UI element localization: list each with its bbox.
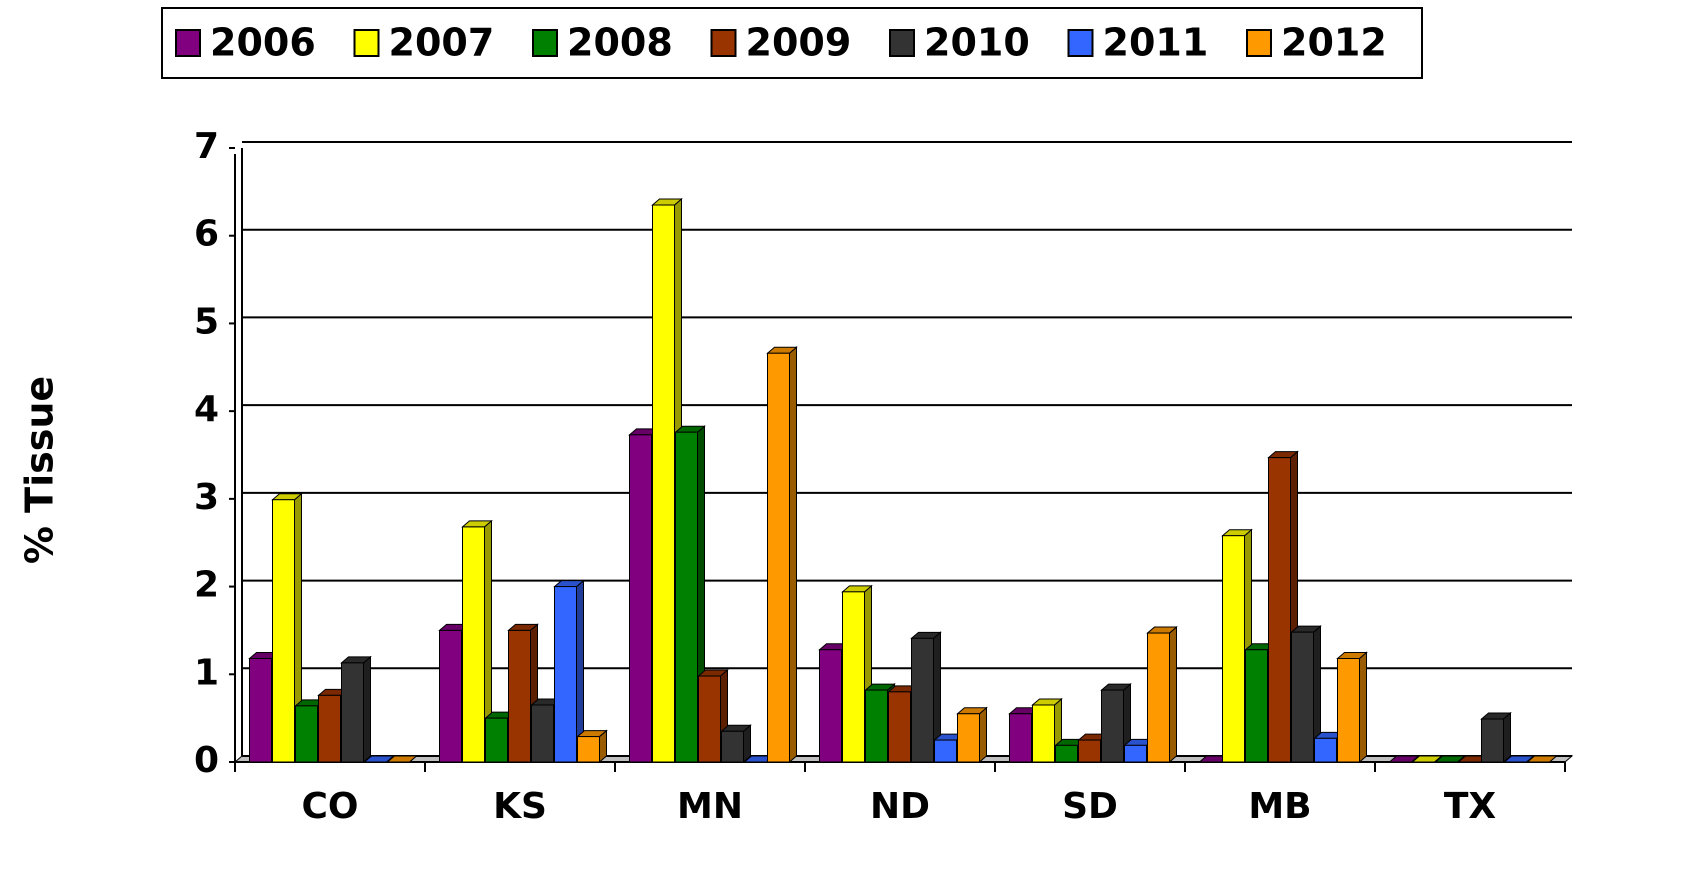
bar bbox=[1147, 632, 1170, 763]
x-tick-label: SD bbox=[1062, 786, 1118, 827]
legend-swatch bbox=[353, 29, 380, 57]
bar bbox=[554, 586, 577, 763]
bar-side bbox=[1169, 625, 1177, 764]
y-tick-label: 5 bbox=[194, 301, 219, 342]
bar bbox=[272, 499, 295, 763]
bar-side bbox=[1359, 651, 1367, 764]
bar-top bbox=[1434, 755, 1466, 763]
bar bbox=[911, 637, 934, 763]
bar bbox=[721, 730, 744, 763]
bar bbox=[652, 204, 675, 763]
y-tick-label: 2 bbox=[194, 565, 219, 606]
bar bbox=[485, 717, 508, 763]
y-tick-label: 0 bbox=[194, 740, 219, 781]
bar-top bbox=[363, 755, 395, 763]
legend-swatch bbox=[1067, 29, 1094, 57]
bar bbox=[888, 691, 911, 763]
bar bbox=[1009, 713, 1032, 763]
bar bbox=[531, 704, 554, 763]
bar bbox=[1078, 739, 1101, 763]
bar-side bbox=[789, 346, 797, 764]
bar-top bbox=[386, 755, 418, 763]
legend-label: 2012 bbox=[1281, 21, 1387, 65]
bar bbox=[865, 689, 888, 763]
legend-swatch bbox=[1246, 29, 1272, 57]
legend-label: 2010 bbox=[924, 21, 1030, 65]
bar-top bbox=[1411, 755, 1443, 763]
y-tick-label: 6 bbox=[194, 214, 219, 255]
bar bbox=[439, 629, 462, 763]
bar-side bbox=[363, 655, 371, 764]
bar bbox=[842, 591, 865, 763]
bar bbox=[1124, 744, 1147, 763]
bar bbox=[675, 431, 698, 763]
x-tick-label: CO bbox=[301, 786, 358, 827]
x-tick-label: ND bbox=[870, 786, 930, 827]
y-tick-label: 7 bbox=[194, 126, 219, 167]
bar bbox=[577, 736, 600, 763]
legend-swatch bbox=[532, 29, 558, 57]
x-tick-label: MB bbox=[1248, 786, 1311, 827]
bar-side bbox=[979, 706, 987, 764]
bar-side bbox=[1503, 711, 1511, 764]
x-tick-label: MN bbox=[677, 786, 743, 827]
bar-top bbox=[1526, 755, 1558, 763]
bar bbox=[1245, 649, 1268, 763]
bar bbox=[462, 526, 485, 763]
legend-label: 2008 bbox=[567, 21, 673, 65]
bar bbox=[1337, 657, 1360, 763]
bar bbox=[295, 705, 318, 763]
bar bbox=[341, 662, 364, 763]
bar bbox=[698, 675, 721, 763]
bar-top bbox=[1388, 755, 1420, 763]
bar bbox=[1055, 744, 1078, 763]
x-tick-label: TX bbox=[1444, 786, 1497, 827]
y-tick-label: 1 bbox=[194, 652, 219, 693]
legend-swatch bbox=[175, 29, 201, 57]
bar bbox=[1222, 535, 1245, 763]
x-tick-label: KS bbox=[493, 786, 547, 827]
bar bbox=[1268, 457, 1291, 763]
bar-top bbox=[1503, 755, 1535, 763]
bar bbox=[318, 694, 341, 763]
y-axis-label: % Tissue bbox=[18, 376, 62, 564]
bar bbox=[508, 629, 531, 763]
bar bbox=[1032, 704, 1055, 763]
bar bbox=[249, 657, 272, 763]
bar bbox=[934, 739, 957, 763]
legend-swatch bbox=[710, 29, 737, 57]
legend-swatch bbox=[889, 29, 915, 57]
bar bbox=[767, 352, 790, 763]
bar bbox=[1101, 689, 1124, 763]
bar bbox=[1314, 737, 1337, 763]
bar bbox=[1481, 718, 1504, 763]
bar bbox=[1291, 631, 1314, 763]
bar bbox=[629, 434, 652, 763]
y-tick-label: 4 bbox=[194, 389, 219, 430]
legend-label: 2006 bbox=[210, 21, 316, 65]
legend-label: 2007 bbox=[389, 21, 495, 65]
y-tick-label: 3 bbox=[194, 477, 219, 518]
bar bbox=[957, 713, 980, 763]
bar bbox=[819, 649, 842, 763]
legend-label: 2011 bbox=[1103, 21, 1209, 65]
legend-label: 2009 bbox=[746, 21, 852, 65]
